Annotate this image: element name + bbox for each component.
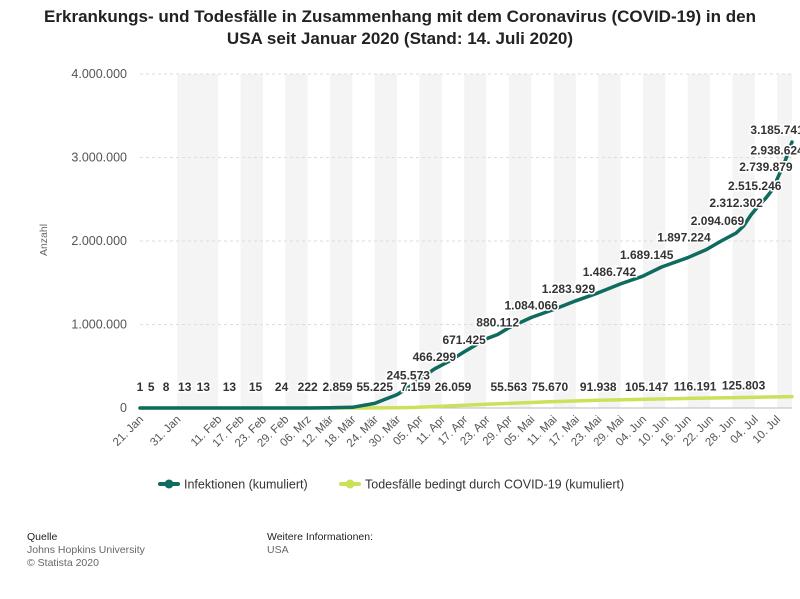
data-label: 8 bbox=[163, 380, 170, 394]
legend-swatch-marker bbox=[164, 479, 174, 489]
legend-label: Infektionen (kumuliert) bbox=[184, 478, 308, 492]
legend-item[interactable]: Infektionen (kumuliert) bbox=[158, 478, 308, 492]
data-label: 24 bbox=[275, 380, 289, 394]
data-labels: 1 5 8 13 13 13 15 24 222 2.859 55.225245.573466.29… bbox=[135, 121, 800, 395]
data-label: 2.515.246 bbox=[728, 179, 782, 193]
y-tick-label: 0 bbox=[120, 401, 127, 415]
source-line-2: © Statista 2020 bbox=[27, 557, 99, 569]
data-label: 75.670 bbox=[531, 380, 568, 394]
y-tick-label: 1.000.000 bbox=[71, 318, 127, 332]
data-label: 1.689.145 bbox=[620, 248, 674, 262]
data-label: 125.803 bbox=[722, 378, 766, 392]
plot-band bbox=[240, 74, 263, 408]
data-label: 1.897.224 bbox=[657, 231, 711, 245]
plot-band bbox=[464, 74, 487, 408]
legend-item[interactable]: Todesfälle bedingt durch COVID-19 (kumul… bbox=[339, 478, 624, 492]
data-label: 245.573 bbox=[387, 368, 431, 382]
data-label: 2.859 bbox=[322, 380, 352, 394]
data-label: 3.185.741 bbox=[750, 123, 800, 137]
data-label: 55.225 bbox=[356, 380, 393, 394]
info-block: Weitere Informationen: USA bbox=[267, 531, 373, 557]
data-label: 222 bbox=[298, 380, 318, 394]
data-label: 2.739.879 bbox=[739, 160, 793, 174]
y-tick-label: 3.000.000 bbox=[71, 151, 127, 165]
data-label: 91.938 bbox=[580, 380, 617, 394]
data-label: 1.283.929 bbox=[542, 282, 596, 296]
y-tick-label: 2.000.000 bbox=[71, 234, 127, 248]
data-label: 1.084.066 bbox=[505, 298, 559, 312]
data-label: 880.112 bbox=[476, 316, 519, 330]
info-line-1: USA bbox=[267, 544, 289, 556]
plot-band bbox=[732, 74, 755, 408]
line-chart: 0 1.000.000 2.000.000 3.000.000 4.000.000 An… bbox=[38, 67, 800, 492]
y-axis-label: Anzahl bbox=[38, 224, 50, 256]
data-label: 466.299 bbox=[413, 350, 457, 364]
data-label: 15 bbox=[249, 380, 263, 394]
plot-band bbox=[642, 74, 666, 408]
y-tick-label: 4.000.000 bbox=[71, 67, 127, 81]
source-line-1[interactable]: Johns Hopkins University bbox=[27, 544, 145, 556]
info-heading[interactable]: Weitere Informationen: bbox=[267, 531, 374, 543]
data-label: 116.191 bbox=[674, 379, 717, 393]
gridlines bbox=[140, 73, 792, 409]
legend-swatch-marker bbox=[345, 479, 355, 489]
data-label: 5 bbox=[148, 380, 155, 394]
data-label: 671.425 bbox=[442, 333, 486, 347]
data-label: 55.563 bbox=[490, 380, 527, 394]
data-label: 2.938.624 bbox=[750, 144, 800, 158]
data-label: 13 bbox=[178, 380, 192, 394]
x-tick-label: 31. Jan bbox=[148, 414, 183, 449]
legend-label: Todesfälle bedingt durch COVID-19 (kumul… bbox=[365, 478, 624, 492]
data-label: 26.059 bbox=[435, 380, 472, 394]
series-line bbox=[138, 140, 794, 410]
source-heading: Quelle bbox=[27, 531, 58, 543]
data-label: 1.486.742 bbox=[583, 265, 637, 279]
source-block: Quelle Johns Hopkins University © Statis… bbox=[27, 531, 145, 570]
x-tick-label: 21. Jan bbox=[111, 414, 146, 449]
chart-title: Erkrankungs- und Todesfälle in Zusammenh… bbox=[44, 7, 756, 48]
data-label: 2.094.069 bbox=[691, 214, 745, 228]
legend: Infektionen (kumuliert) Todesfälle beding… bbox=[158, 478, 624, 492]
plot-band bbox=[553, 74, 576, 408]
data-label: 105.147 bbox=[625, 380, 669, 394]
data-label: 1 bbox=[137, 380, 144, 394]
data-label: 13 bbox=[223, 380, 237, 394]
y-axis-ticks: 0 1.000.000 2.000.000 3.000.000 4.000.000 bbox=[71, 67, 127, 415]
data-label: 13 bbox=[197, 380, 211, 394]
data-label: 7.159 bbox=[401, 380, 431, 394]
series-lines bbox=[138, 140, 794, 410]
data-label: 2.312.302 bbox=[709, 196, 763, 210]
